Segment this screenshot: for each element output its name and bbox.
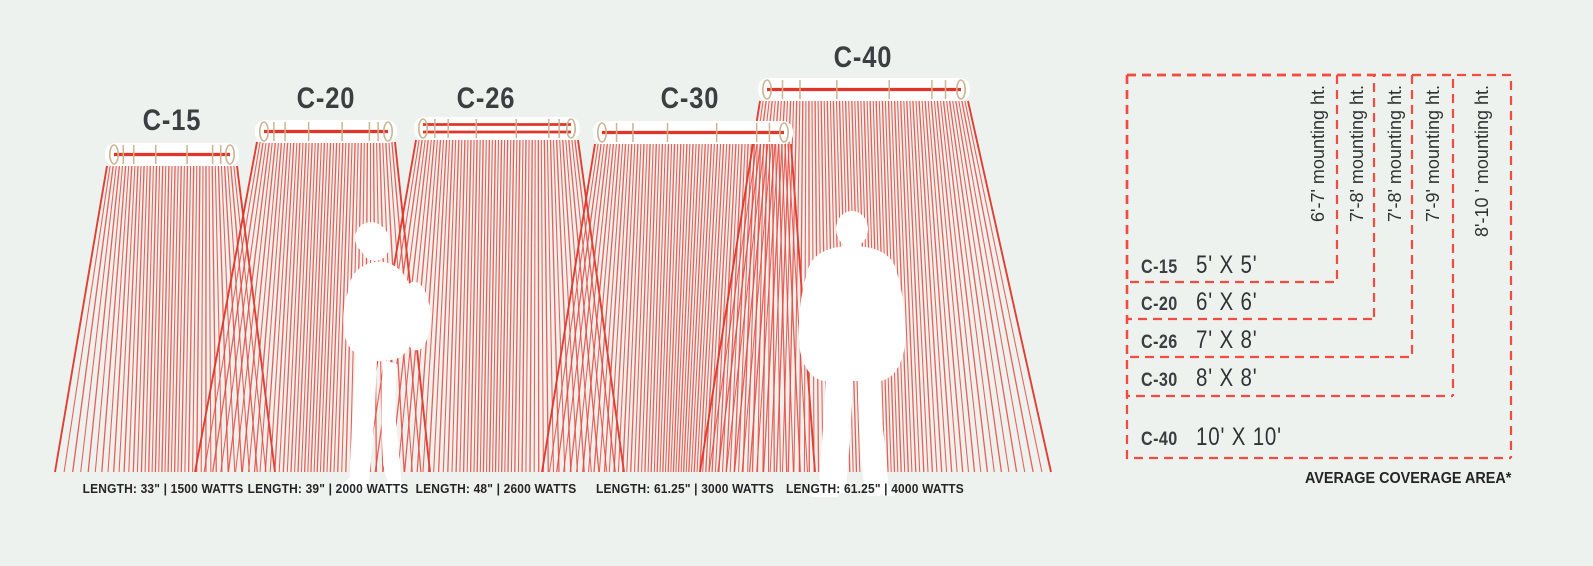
end-bracket-icon bbox=[596, 122, 607, 143]
mounting-height-label-c-40: 8'-10 ' mounting ht. bbox=[1472, 85, 1492, 237]
coverage-row-area: 5' X 5' bbox=[1196, 251, 1258, 279]
heater-unit-c-40 bbox=[758, 78, 970, 101]
heater-unit-c-15 bbox=[105, 143, 239, 166]
coverage-row-model: C-40 bbox=[1141, 429, 1178, 450]
end-bracket-icon bbox=[565, 118, 576, 139]
person-silhouette-small bbox=[339, 222, 431, 492]
heater-spec-c-15: LENGTH: 33" | 1500 WATTS bbox=[82, 481, 244, 496]
coverage-row-area: 10' X 10' bbox=[1196, 423, 1283, 451]
heater-unit-c-26 bbox=[414, 117, 580, 140]
end-bracket-icon bbox=[761, 79, 772, 100]
end-bracket-icon bbox=[258, 121, 269, 142]
heater-spec-c-20: LENGTH: 39" | 2000 WATTS bbox=[247, 481, 409, 496]
coverage-box-c-40 bbox=[1127, 73, 1513, 458]
mounting-height-label-c-20: 7'-8' mounting ht. bbox=[1347, 85, 1367, 222]
coverage-footnote: AVERAGE COVERAGE AREA* bbox=[1304, 470, 1511, 487]
heater-title-c-15: C-15 bbox=[142, 104, 202, 137]
heater-title-c-40: C-40 bbox=[833, 41, 893, 74]
coverage-row-model: C-15 bbox=[1141, 257, 1178, 278]
coverage-row-area: 6' X 6' bbox=[1196, 288, 1258, 316]
end-bracket-icon bbox=[955, 79, 966, 100]
heater-spec-c-40: LENGTH: 61.25" | 4000 WATTS bbox=[786, 481, 964, 496]
heater-title-c-30: C-30 bbox=[660, 82, 720, 115]
end-bracket-icon bbox=[382, 121, 393, 142]
end-bracket-icon bbox=[417, 118, 428, 139]
coverage-row-area: 8' X 8' bbox=[1196, 364, 1258, 392]
coverage-row-c-15: C-15 5' X 5' bbox=[1141, 251, 1271, 280]
end-bracket-icon bbox=[225, 144, 236, 165]
mounting-height-label-c-15: 6'-7' mounting ht. bbox=[1308, 85, 1328, 222]
heater-title-c-20: C-20 bbox=[296, 82, 356, 115]
coverage-row-model: C-20 bbox=[1141, 294, 1178, 315]
coverage-row-c-30: C-30 8' X 8' bbox=[1141, 364, 1271, 393]
end-bracket-icon bbox=[109, 144, 120, 165]
heater-title-c-26: C-26 bbox=[456, 82, 516, 115]
fan-c-30 bbox=[541, 143, 816, 473]
fan-c-15 bbox=[54, 165, 276, 473]
coverage-row-c-40: C-40 10' X 10' bbox=[1141, 423, 1301, 452]
coverage-row-c-20: C-20 6' X 6' bbox=[1141, 288, 1271, 317]
heater-unit-c-20 bbox=[255, 120, 397, 143]
coverage-row-model: C-26 bbox=[1141, 332, 1178, 353]
end-bracket-icon bbox=[778, 122, 789, 143]
mounting-height-label-c-30: 7'-9' mounting ht. bbox=[1423, 85, 1443, 222]
coverage-box-c-40 bbox=[1125, 75, 1511, 460]
coverage-row-area: 7' X 8' bbox=[1196, 326, 1258, 354]
heater-spec-c-30: LENGTH: 61.25" | 3000 WATTS bbox=[596, 481, 774, 496]
person-silhouette-large bbox=[798, 211, 906, 497]
heater-spec-c-26: LENGTH: 48" | 2600 WATTS bbox=[415, 481, 577, 496]
coverage-row-c-26: C-26 7' X 8' bbox=[1141, 326, 1271, 355]
coverage-row-model: C-30 bbox=[1141, 370, 1178, 391]
mounting-height-label-c-26: 7'-8' mounting ht. bbox=[1385, 85, 1405, 222]
heater-unit-c-30 bbox=[593, 121, 793, 144]
coverage-boxes bbox=[1125, 73, 1513, 460]
